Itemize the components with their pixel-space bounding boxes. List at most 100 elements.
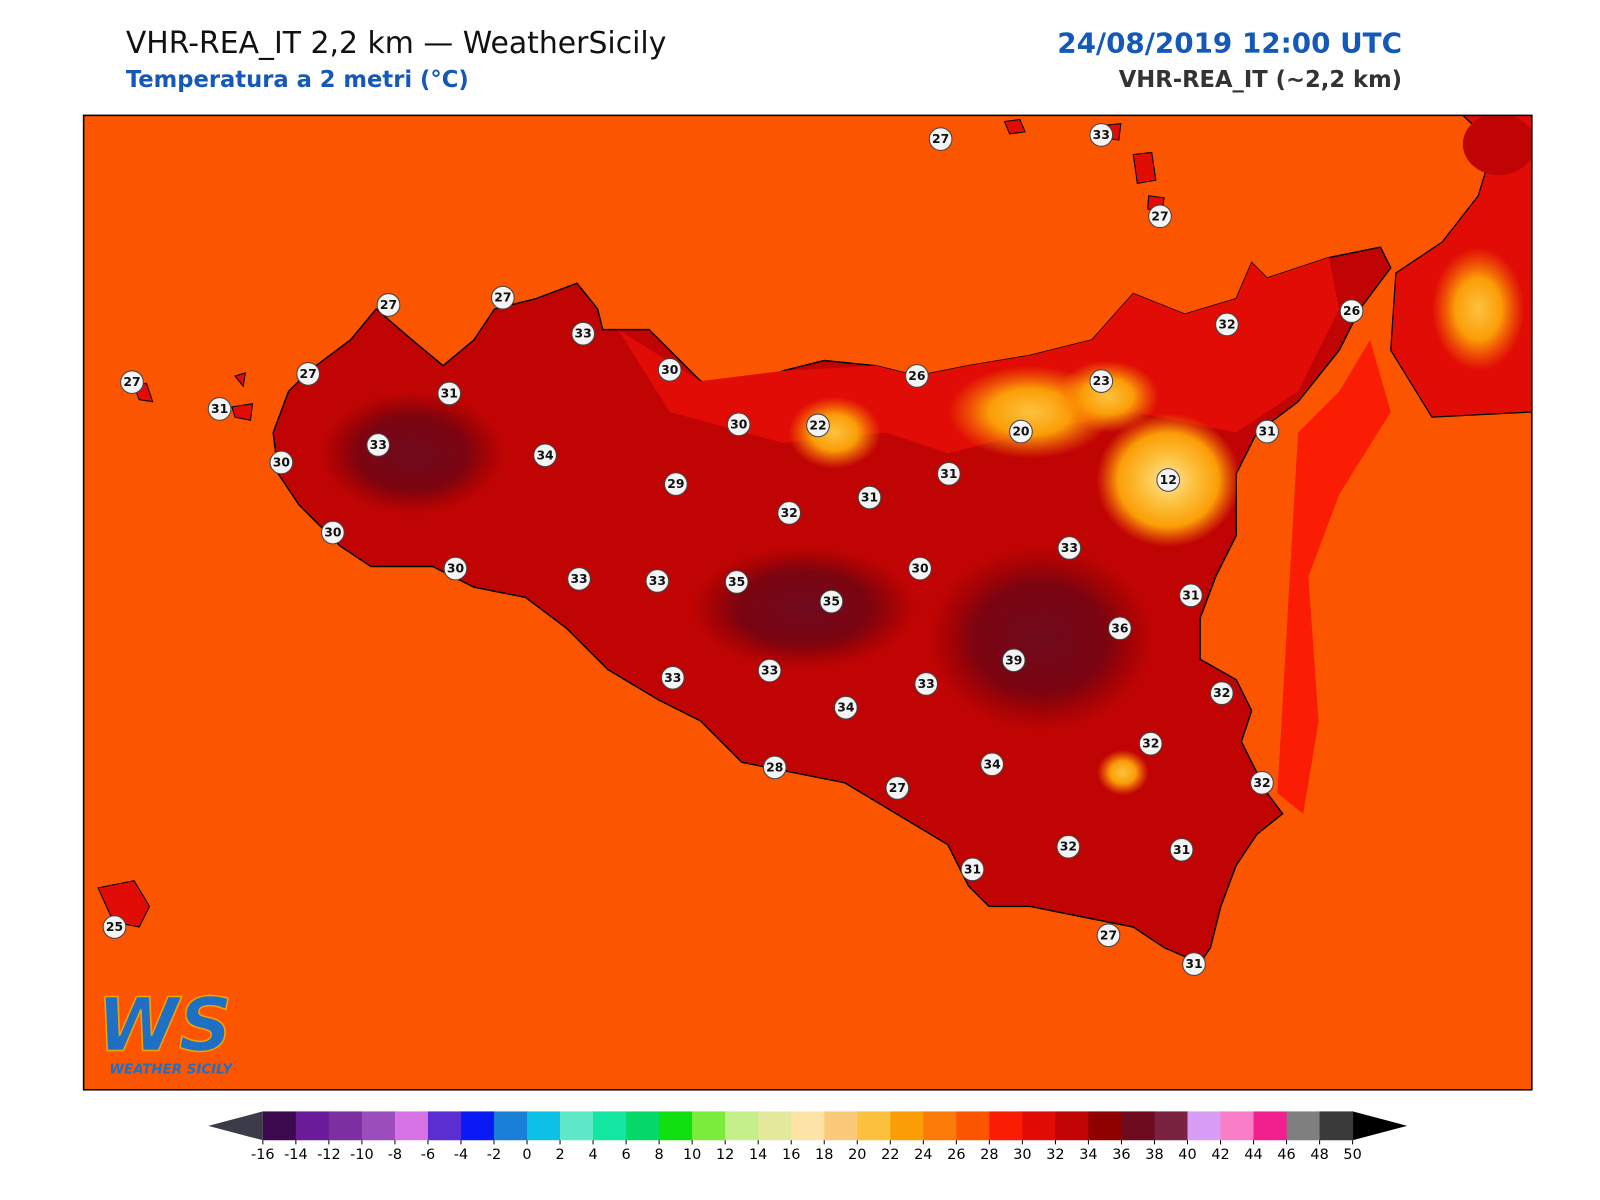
station-value: 33 xyxy=(649,574,666,588)
station-marker xyxy=(1089,369,1114,393)
colorbar-tick-label: 28 xyxy=(980,1147,998,1163)
colorbar-bin xyxy=(923,1111,957,1141)
station-value: 12 xyxy=(1160,473,1177,487)
station-value: 34 xyxy=(837,701,855,715)
colorbar-bin xyxy=(1088,1111,1122,1141)
station-value: 31 xyxy=(1259,425,1276,439)
station-value: 30 xyxy=(661,363,679,377)
colorbar-tick-label: -16 xyxy=(251,1147,275,1163)
station-marker xyxy=(762,755,787,780)
colorbar-tick-label: 18 xyxy=(815,1147,833,1163)
station-marker xyxy=(1138,731,1163,756)
station-marker xyxy=(833,695,858,720)
station-marker xyxy=(102,915,127,939)
station-marker xyxy=(660,665,685,690)
station-marker xyxy=(490,285,515,310)
colorbar-tick-label: 34 xyxy=(1079,1147,1097,1163)
station-value: 33 xyxy=(918,677,935,691)
colorbar-tick-label: 48 xyxy=(1310,1147,1328,1163)
station-value: 31 xyxy=(441,386,458,400)
station-value: 31 xyxy=(940,467,957,481)
subtitle: Temperatura a 2 metri (°C) xyxy=(126,67,469,93)
title: VHR-REA_IT 2,2 km — WeatherSicily xyxy=(126,26,667,61)
colorbar-under xyxy=(208,1111,263,1141)
colorbar-bin xyxy=(1187,1111,1222,1141)
station-marker xyxy=(777,501,802,525)
station-value: 30 xyxy=(273,455,291,469)
station-marker xyxy=(321,520,345,545)
station-marker xyxy=(726,412,751,437)
station-value: 31 xyxy=(1182,588,1199,602)
colorbar-bin xyxy=(857,1111,891,1141)
colorbar-bin xyxy=(1121,1111,1155,1141)
station-marker xyxy=(1179,583,1203,608)
colorbar-tick-label: 30 xyxy=(1013,1147,1031,1163)
west-hot xyxy=(319,391,505,516)
station-value: 27 xyxy=(1100,928,1117,942)
station-value: 33 xyxy=(761,664,778,678)
station-marker xyxy=(533,443,557,468)
station-value: 34 xyxy=(536,448,554,462)
colorbar-bin xyxy=(791,1111,825,1141)
station-marker xyxy=(806,413,830,438)
colorbar-bin xyxy=(758,1111,792,1141)
station-marker xyxy=(664,472,688,496)
colorbar-tick-label: 36 xyxy=(1112,1147,1130,1163)
colorbar-tick-label: 10 xyxy=(683,1147,701,1163)
station-marker xyxy=(905,364,929,388)
station-marker xyxy=(1156,468,1181,492)
colorbar-bin xyxy=(460,1111,495,1141)
colorbar-over xyxy=(1352,1111,1408,1141)
station-value: 33 xyxy=(575,327,592,341)
station-marker xyxy=(757,658,782,683)
station-value: 30 xyxy=(911,562,929,576)
station-value: 27 xyxy=(932,132,949,146)
colorbar-tick-label: 38 xyxy=(1145,1147,1163,1163)
station-value: 39 xyxy=(1005,653,1022,667)
station-marker xyxy=(1057,536,1082,560)
station-value: 26 xyxy=(1343,304,1360,318)
colorbar-bin xyxy=(328,1111,363,1141)
colorbar-tick-label: 6 xyxy=(622,1147,631,1163)
colorbar-tick-label: -6 xyxy=(421,1147,435,1163)
colorbar-tick-label: -10 xyxy=(350,1147,374,1163)
station-marker xyxy=(1096,923,1121,948)
station-value: 30 xyxy=(324,526,342,540)
station-marker xyxy=(120,370,144,394)
colorbar-tick-label: 0 xyxy=(522,1147,531,1163)
colorbar-tick-label: 24 xyxy=(914,1147,932,1163)
station-value: 23 xyxy=(1093,374,1110,388)
station-marker xyxy=(571,321,596,346)
station-value: 33 xyxy=(1061,541,1078,555)
map-frame xyxy=(82,114,1533,1091)
station-value: 32 xyxy=(1218,317,1235,331)
station-value: 32 xyxy=(1060,840,1077,854)
station-marker xyxy=(1107,616,1132,641)
colorbar-bin xyxy=(1220,1111,1255,1141)
colorbar-bin xyxy=(560,1111,594,1141)
colorbar-bin xyxy=(626,1111,660,1141)
station-marker xyxy=(1339,299,1364,323)
colorbar-bin xyxy=(824,1111,858,1141)
colorbar-bin xyxy=(361,1111,396,1141)
north-coast xyxy=(618,257,1340,454)
station-value: 29 xyxy=(667,477,684,491)
colorbar-bin xyxy=(394,1111,429,1141)
colorbar-tick-label: 40 xyxy=(1178,1147,1196,1163)
station-value: 28 xyxy=(766,760,783,774)
station-marker xyxy=(819,589,844,614)
station-value: 30 xyxy=(730,417,748,431)
stations: 27 33 27 27 27 33 30 27 27 31 31 26 23 32 26 33 30 34 30 22… xyxy=(102,123,1364,976)
station-value: 27 xyxy=(1151,209,1168,223)
colorbar-bin xyxy=(659,1111,693,1141)
station-value: 33 xyxy=(664,671,681,685)
station-marker xyxy=(1001,648,1026,673)
colorbar-bin xyxy=(1253,1111,1288,1141)
station-value: 33 xyxy=(570,572,587,586)
colorbar-tick-label: 2 xyxy=(555,1147,564,1163)
coastal-warm xyxy=(1277,339,1391,814)
model: VHR-REA_IT (~2,2 km) xyxy=(1119,67,1402,93)
station-marker xyxy=(296,362,320,386)
station-value: 34 xyxy=(984,757,1002,771)
